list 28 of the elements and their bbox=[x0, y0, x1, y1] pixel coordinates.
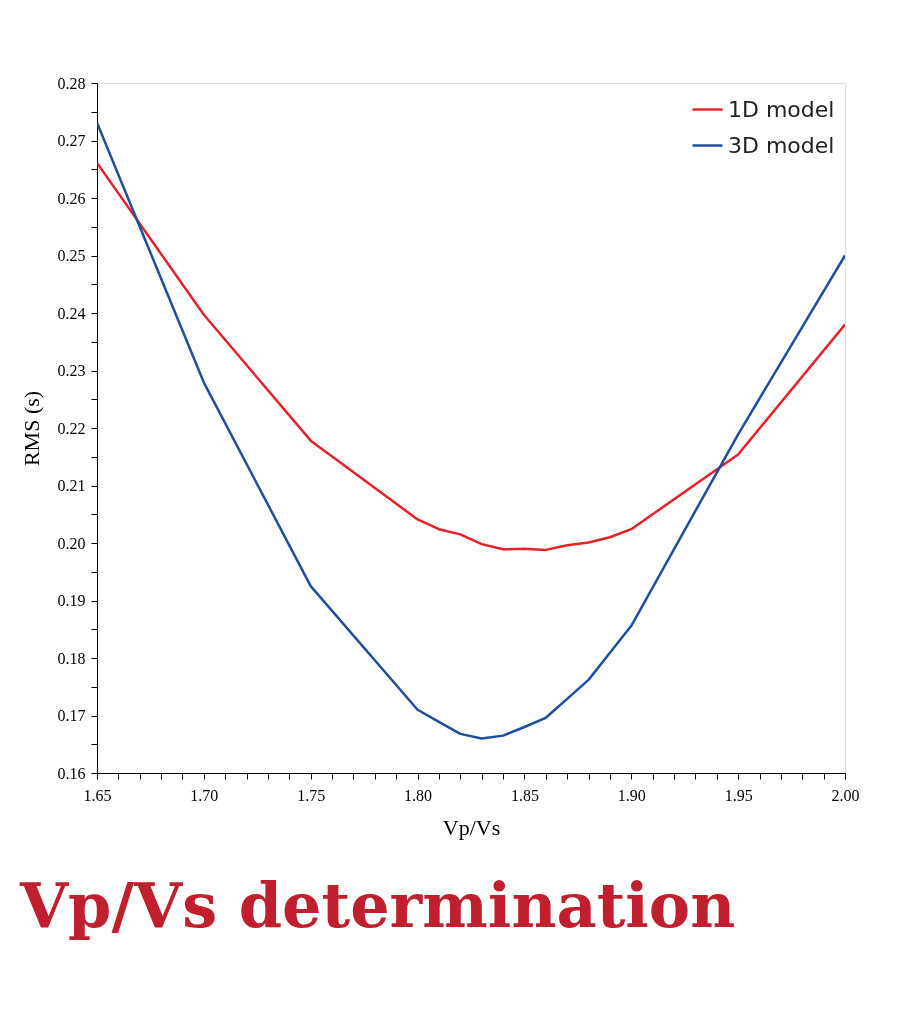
x-tick-label: 1.90 bbox=[617, 786, 646, 804]
y-tick-label: 0.16 bbox=[57, 764, 86, 782]
y-tick-label: 0.22 bbox=[57, 419, 86, 437]
x-axis-title: Vp/Vs bbox=[442, 814, 501, 840]
y-tick-label: 0.18 bbox=[57, 649, 86, 667]
legend-label: 1D model bbox=[728, 96, 835, 122]
text: Vp/Vs determination bbox=[19, 869, 736, 942]
y-tick-label: 0.21 bbox=[57, 477, 86, 494]
x-tick-label: 1.70 bbox=[190, 786, 219, 804]
x-tick-label: 1.95 bbox=[724, 786, 753, 804]
x-tick-label: 2.00 bbox=[831, 786, 860, 804]
y-tick-label: 0.27 bbox=[57, 132, 86, 149]
y-axis-title: RMS (s) bbox=[18, 390, 44, 467]
y-tick-label: 0.26 bbox=[57, 189, 86, 207]
y-tick-label: 0.23 bbox=[57, 362, 86, 379]
line-series bbox=[97, 121, 845, 740]
line-series bbox=[97, 161, 845, 552]
y-tick-label: 0.20 bbox=[57, 534, 86, 552]
x-tick-label: 1.85 bbox=[510, 786, 539, 804]
y-tick-label: 0.28 bbox=[57, 74, 86, 92]
y-tick-label: 0.24 bbox=[57, 304, 86, 322]
x-tick-label: 1.75 bbox=[297, 786, 326, 804]
y-tick-label: 0.19 bbox=[57, 592, 86, 609]
y-tick-label: 0.17 bbox=[57, 707, 86, 724]
x-tick-label: 1.65 bbox=[83, 786, 112, 804]
y-tick-label: 0.25 bbox=[57, 247, 86, 264]
x-tick-label: 1.80 bbox=[404, 786, 433, 804]
legend-label: 3D model bbox=[728, 132, 835, 158]
